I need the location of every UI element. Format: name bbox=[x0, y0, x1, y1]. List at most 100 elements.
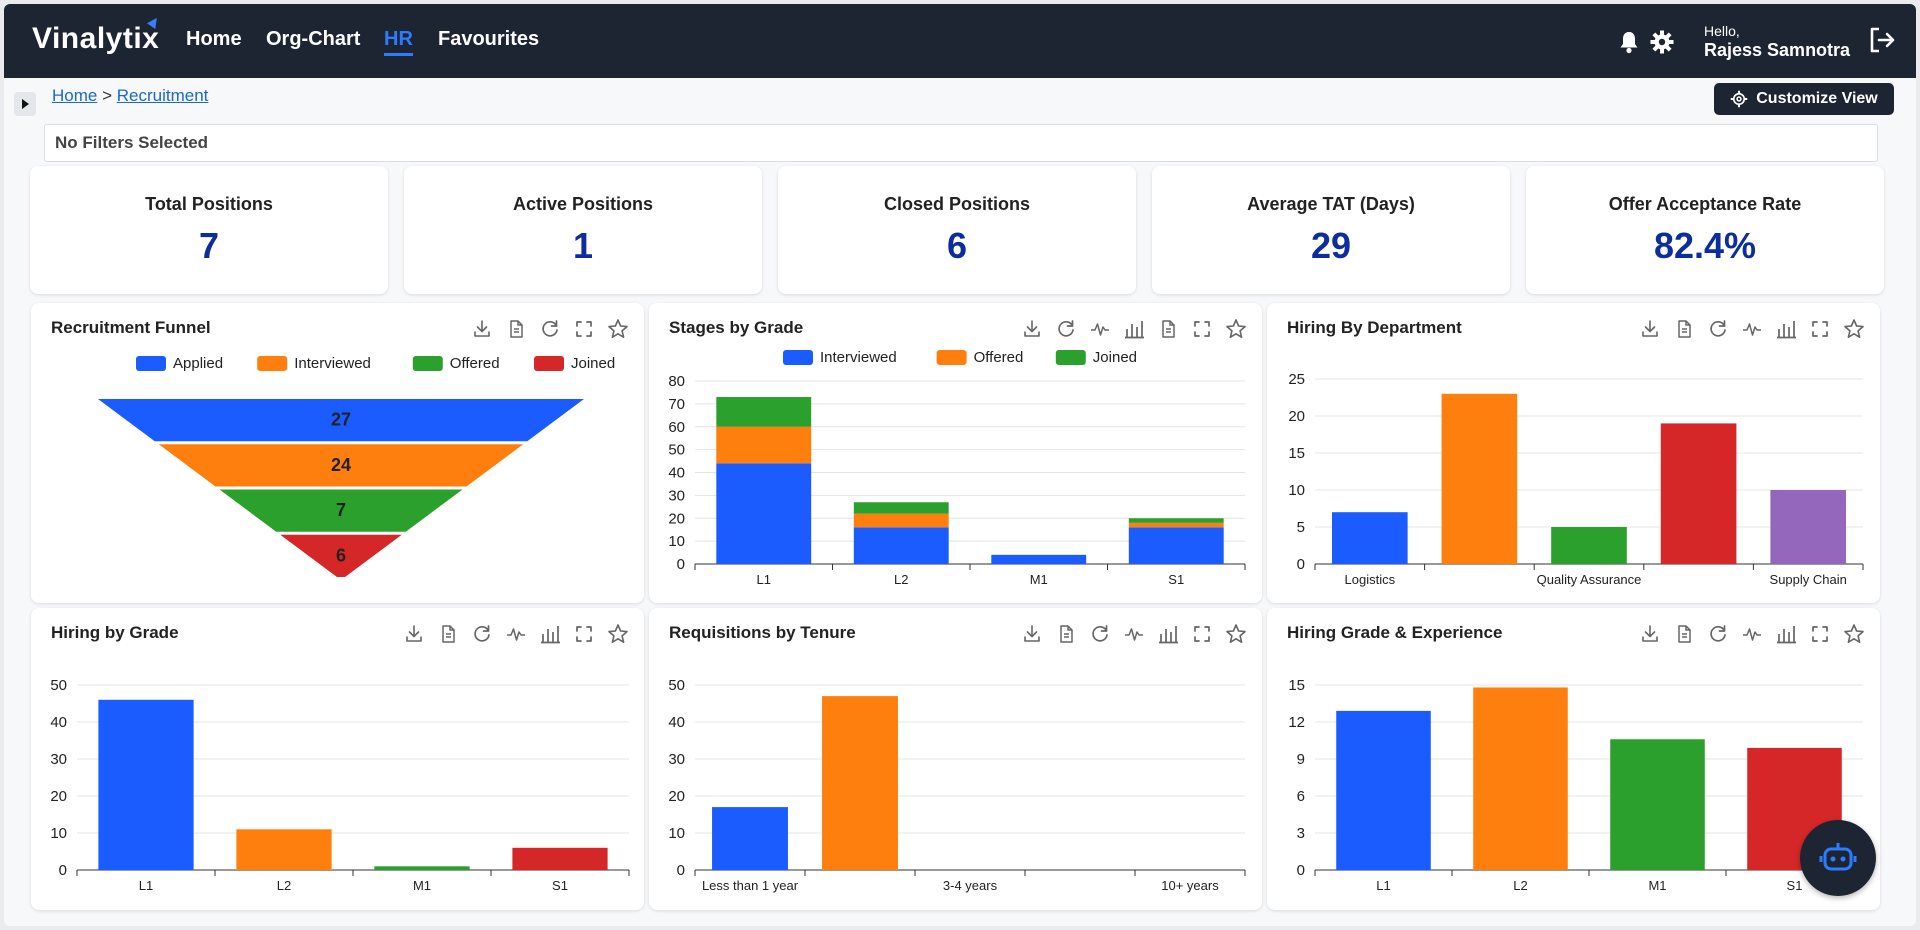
refresh-icon[interactable] bbox=[536, 317, 564, 341]
card-title: Hiring by Grade bbox=[51, 623, 179, 642]
kpi-title: Active Positions bbox=[512, 194, 654, 214]
document-icon[interactable] bbox=[1670, 317, 1698, 341]
logout-icon[interactable] bbox=[1868, 26, 1896, 59]
stacked-bar-chart: Interviewed Offered Joined 0 10 20 30 40 50 60 70 8… bbox=[668, 349, 1246, 587]
document-icon[interactable] bbox=[1670, 622, 1698, 646]
star-icon[interactable] bbox=[1222, 622, 1250, 646]
kpi-title: Closed Positions bbox=[883, 194, 1031, 214]
star-icon[interactable] bbox=[1222, 317, 1250, 341]
refresh-icon[interactable] bbox=[1704, 317, 1732, 341]
breadcrumb: Home > Recruitment bbox=[52, 86, 208, 106]
bar bbox=[712, 807, 788, 870]
nav-org-chart[interactable]: Org-Chart bbox=[266, 28, 361, 50]
y-tick-label: 10 bbox=[1288, 482, 1305, 499]
expand-icon[interactable] bbox=[1188, 317, 1216, 341]
funnel-value-label: 24 bbox=[331, 455, 351, 475]
star-icon[interactable] bbox=[1840, 622, 1868, 646]
sidebar-toggle[interactable] bbox=[14, 92, 36, 116]
document-icon[interactable] bbox=[1052, 622, 1080, 646]
customize-view-button[interactable]: Customize View bbox=[1714, 83, 1894, 115]
refresh-icon[interactable] bbox=[1086, 622, 1114, 646]
line-chart-icon[interactable] bbox=[1738, 622, 1766, 646]
legend-swatch bbox=[534, 356, 564, 371]
star-icon[interactable] bbox=[1840, 317, 1868, 341]
document-icon[interactable] bbox=[1154, 317, 1182, 341]
x-tick-label: M1 bbox=[1030, 572, 1048, 587]
bar bbox=[1473, 687, 1568, 870]
bar-chart-icon[interactable] bbox=[1120, 317, 1148, 341]
download-icon[interactable] bbox=[1018, 317, 1046, 341]
line-chart-icon[interactable] bbox=[502, 622, 530, 646]
user-name[interactable]: Rajess Samnotra bbox=[1704, 40, 1851, 60]
download-icon[interactable] bbox=[1636, 622, 1664, 646]
line-chart-icon[interactable] bbox=[1086, 317, 1114, 341]
bar bbox=[1610, 739, 1705, 870]
y-tick-label: 9 bbox=[1297, 751, 1305, 768]
bar-segment bbox=[716, 463, 812, 564]
legend-label: Applied bbox=[173, 355, 223, 372]
kpi-offer-acceptance-rate: Offer Acceptance Rate 82.4% bbox=[1526, 166, 1884, 294]
expand-icon[interactable] bbox=[570, 622, 598, 646]
nav-favourites[interactable]: Favourites bbox=[438, 28, 540, 50]
y-tick-label: 20 bbox=[668, 510, 685, 527]
card-title: Requisitions by Tenure bbox=[669, 623, 856, 642]
line-chart-icon[interactable] bbox=[1120, 622, 1148, 646]
legend-label: Interviewed bbox=[820, 349, 897, 366]
card-title: Hiring Grade & Experience bbox=[1287, 623, 1503, 642]
y-tick-label: 15 bbox=[1288, 677, 1305, 694]
kpi-active-positions: Active Positions 1 bbox=[404, 166, 762, 294]
document-icon[interactable] bbox=[434, 622, 462, 646]
y-tick-label: 40 bbox=[668, 714, 685, 731]
bar bbox=[374, 866, 470, 870]
funnel-value-label: 7 bbox=[336, 500, 346, 520]
y-tick-label: 6 bbox=[1297, 788, 1305, 805]
line-chart-icon[interactable] bbox=[1738, 317, 1766, 341]
download-icon[interactable] bbox=[1636, 317, 1664, 341]
funnel-chart: Applied Interviewed Offered Joined 27 24 7 6 bbox=[98, 355, 615, 577]
bar-chart-icon[interactable] bbox=[536, 622, 564, 646]
brand-logo[interactable]: Vinalytix bbox=[32, 15, 161, 56]
x-tick-label: L1 bbox=[139, 878, 153, 893]
nav-hr[interactable]: HR bbox=[384, 28, 413, 56]
robot-icon bbox=[1819, 843, 1857, 871]
y-tick-label: 25 bbox=[1288, 371, 1305, 388]
refresh-icon[interactable] bbox=[1704, 622, 1732, 646]
bar-segment bbox=[1128, 522, 1224, 528]
breadcrumb-current[interactable]: Recruitment bbox=[116, 86, 209, 105]
download-icon[interactable] bbox=[1018, 622, 1046, 646]
kpi-closed-positions: Closed Positions 6 bbox=[778, 166, 1136, 294]
gear-icon[interactable] bbox=[1650, 30, 1674, 59]
refresh-icon[interactable] bbox=[1052, 317, 1080, 341]
refresh-icon[interactable] bbox=[468, 622, 496, 646]
bar-chart: 0 5 10 15 20 25 Logistics Quality Assurance Supp… bbox=[1288, 371, 1864, 587]
y-tick-label: 0 bbox=[1297, 556, 1305, 573]
kpi-total-positions: Total Positions 7 bbox=[30, 166, 388, 294]
y-tick-label: 40 bbox=[668, 465, 685, 482]
expand-icon[interactable] bbox=[1806, 317, 1834, 341]
breadcrumb-home[interactable]: Home bbox=[52, 86, 98, 105]
download-icon[interactable] bbox=[468, 317, 496, 341]
top-navbar: Vinalytix Home Org-Chart HR Favourites H… bbox=[4, 4, 1916, 78]
bell-icon[interactable] bbox=[1618, 30, 1640, 59]
expand-icon[interactable] bbox=[570, 317, 598, 341]
y-tick-label: 0 bbox=[1297, 862, 1305, 879]
document-icon[interactable] bbox=[502, 317, 530, 341]
funnel-segment bbox=[98, 399, 584, 442]
bar-chart-icon[interactable] bbox=[1772, 622, 1800, 646]
download-icon[interactable] bbox=[400, 622, 428, 646]
bar-chart-icon[interactable] bbox=[1772, 317, 1800, 341]
expand-icon[interactable] bbox=[1188, 622, 1216, 646]
star-icon[interactable] bbox=[604, 317, 632, 341]
y-tick-label: 30 bbox=[50, 751, 67, 768]
funnel-segment bbox=[280, 534, 402, 577]
filters-bar[interactable]: No Filters Selected bbox=[44, 124, 1878, 162]
chatbot-button[interactable] bbox=[1800, 820, 1876, 896]
kpi-title: Offer Acceptance Rate bbox=[1608, 194, 1802, 214]
nav-home[interactable]: Home bbox=[186, 28, 242, 50]
star-icon[interactable] bbox=[604, 622, 632, 646]
bar-chart-icon[interactable] bbox=[1154, 622, 1182, 646]
breadcrumb-separator: > bbox=[102, 86, 113, 105]
stages-by-grade-card: Stages by Grade Interviewed Offered Joined… bbox=[649, 303, 1262, 603]
card-toolbar bbox=[1018, 317, 1250, 341]
expand-icon[interactable] bbox=[1806, 622, 1834, 646]
